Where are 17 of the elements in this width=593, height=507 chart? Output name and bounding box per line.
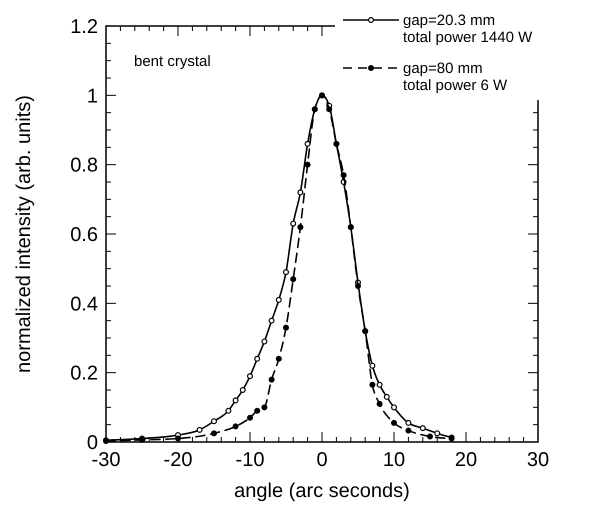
annotation: bent crystal bbox=[134, 53, 211, 70]
x-tick-label: 20 bbox=[454, 449, 478, 471]
y-axis-title: normalized intensity (arb. units) bbox=[13, 95, 35, 373]
legend-label: gap=20.3 mm total power 1440 W bbox=[403, 12, 534, 46]
y-tick-label: 0.2 bbox=[70, 362, 98, 385]
legend-label: gap=80 mm total power 6 W bbox=[403, 60, 508, 94]
y-tick-label: 1 bbox=[86, 85, 98, 108]
x-tick-label: 0 bbox=[316, 449, 328, 471]
y-tick-label: 1.2 bbox=[70, 16, 98, 38]
x-tick-label: -10 bbox=[236, 449, 264, 471]
y-tick-label: 0.8 bbox=[70, 154, 98, 177]
x-tick-label: -20 bbox=[164, 449, 192, 471]
y-tick-label: 0.4 bbox=[70, 293, 98, 316]
y-tick-label: 0.6 bbox=[70, 224, 98, 246]
x-tick-label: 30 bbox=[526, 449, 550, 471]
x-axis-title: angle (arc seconds) bbox=[234, 480, 410, 502]
x-tick-label: 10 bbox=[382, 449, 406, 471]
